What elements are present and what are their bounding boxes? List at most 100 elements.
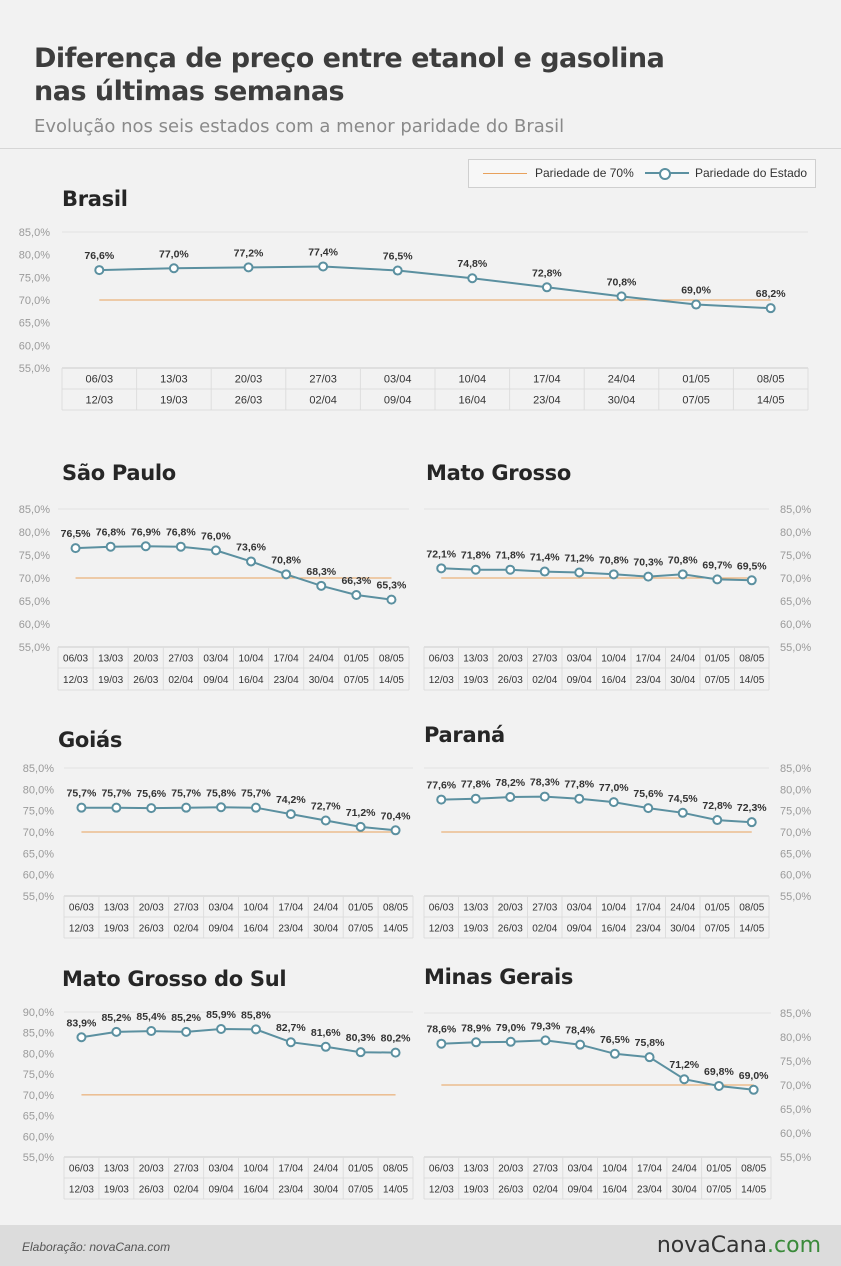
mato-grosso-data-label: 70,8% [599,554,629,566]
mato-grosso-do-sul-data-label: 85,4% [136,1011,166,1023]
mato-grosso-category-start-label: 10/04 [601,654,626,665]
mato-grosso-do-sul-point [216,1023,227,1034]
sao-paulo-ytick: 55,0% [19,642,50,654]
parana-point [436,794,447,805]
minas-gerais-category-start-label: 27/03 [533,1164,558,1175]
mato-grosso-do-sul-category-end-label: 16/04 [243,1185,268,1196]
mato-grosso-do-sul-data-label: 80,2% [381,1033,411,1045]
brasil-point [467,273,478,284]
mato-grosso-do-sul-category-start-label: 20/03 [139,1164,164,1175]
brasil-category-end-label: 07/05 [682,395,710,407]
mato-grosso-data-label: 70,3% [633,557,663,569]
goias-point [390,825,401,836]
minas-gerais-category-start-label: 03/04 [568,1164,593,1175]
minas-gerais-ytick: 55,0% [780,1152,811,1164]
minas-gerais-category-start-label: 13/03 [464,1164,489,1175]
minas-gerais-ytick: 75,0% [780,1056,811,1068]
brasil-category-start-label: 20/03 [235,374,263,386]
sao-paulo-ytick: 75,0% [19,550,50,562]
sao-paulo-category-start-label: 06/03 [63,654,88,665]
brasil-data-label: 76,6% [84,250,114,262]
minas-gerais-point [713,1080,724,1091]
mato-grosso-do-sul-category-start-label: 17/04 [278,1164,303,1175]
legend-state-marker [659,168,671,180]
minas-gerais-point [540,1035,551,1046]
minas-gerais-category-start-label: 24/04 [672,1164,697,1175]
brasil-category-end-label: 09/04 [384,395,412,407]
sao-paulo-point [281,569,292,580]
sao-paulo-category-end-label: 23/04 [274,675,299,686]
goias-point [285,809,296,820]
minas-gerais-category-end-label: 19/03 [464,1185,489,1196]
goias-category-end-label: 14/05 [383,924,408,935]
goias-category-start-label: 01/05 [348,903,373,914]
mato-grosso-point [746,575,757,586]
goias-category-start-label: 20/03 [139,903,164,914]
sao-paulo-category-end-label: 14/05 [379,675,404,686]
brasil-data-label: 72,8% [532,267,562,279]
brasil-ytick: 75,0% [19,272,50,284]
mato-grosso-data-label: 69,5% [737,560,767,572]
sao-paulo-category-end-label: 07/05 [344,675,369,686]
sao-paulo-category-start-label: 01/05 [344,654,369,665]
mato-grosso-data-label: 71,2% [564,552,594,564]
charts-canvas: 85,0% 80,0% 75,0% 70,0% 65,0% 60,0% 55,0% 06/03… [19,227,811,1200]
sao-paulo-category-end-label: 09/04 [203,675,228,686]
sao-paulo-category-start-label: 17/04 [274,654,299,665]
chart-title-brasil: Brasil [62,187,128,211]
brasil-point [541,282,552,293]
parana-ytick: 85,0% [780,763,811,775]
sao-paulo-data-label: 68,3% [306,566,336,578]
goias-point [250,802,261,813]
mato-grosso-ytick: 85,0% [780,504,811,516]
mato-grosso-data-label: 71,8% [495,550,525,562]
brasil-category-end-label: 16/04 [459,395,487,407]
minas-gerais-category-end-label: 02/04 [533,1185,558,1196]
mato-grosso-do-sul-point [181,1026,192,1037]
mato-grosso-data-label: 71,8% [461,550,491,562]
sao-paulo-point [351,590,362,601]
mato-grosso-data-label: 72,1% [426,548,456,560]
brasil-data-label: 77,0% [159,248,189,260]
minas-gerais-category-start-label: 10/04 [602,1164,627,1175]
mato-grosso-do-sul-data-label: 80,3% [346,1032,376,1044]
mato-grosso-do-sul-data-label: 85,2% [171,1012,201,1024]
minas-gerais-ytick: 80,0% [780,1032,811,1044]
mato-grosso-data-label: 69,7% [702,559,732,571]
mato-grosso-category-start-label: 06/03 [429,654,454,665]
goias-data-label: 75,7% [171,788,201,800]
goias-category-start-label: 17/04 [278,903,303,914]
mato-grosso-do-sul-ytick: 60,0% [23,1131,54,1143]
mato-grosso-do-sul-point [250,1024,261,1035]
mato-grosso-category-end-label: 30/04 [670,675,695,686]
sao-paulo-point [105,541,116,552]
mato-grosso-do-sul-data-label: 85,8% [241,1009,271,1021]
mato-grosso-do-sul-ytick: 75,0% [23,1069,54,1081]
sao-paulo-ytick: 80,0% [19,527,50,539]
mato-grosso-data-label: 71,4% [530,552,560,564]
parana-ytick: 65,0% [780,848,811,860]
brasil-data-label: 70,8% [607,276,637,288]
parana-category-start-label: 13/03 [463,903,488,914]
mato-grosso-do-sul-category-end-label: 23/04 [278,1185,303,1196]
goias-category-start-label: 03/04 [209,903,234,914]
sao-paulo-point [386,594,397,605]
mato-grosso-do-sul-data-label: 85,9% [206,1009,236,1021]
sao-paulo-category-end-label: 19/03 [98,675,123,686]
mato-grosso-point [677,569,688,580]
parana-point [677,807,688,818]
mato-grosso-ytick: 60,0% [780,619,811,631]
goias-ytick: 65,0% [23,848,54,860]
mato-grosso-do-sul-category-end-label: 09/04 [209,1185,234,1196]
sao-paulo-point [70,543,81,554]
sao-paulo-data-label: 76,0% [201,530,231,542]
parana-ytick: 80,0% [780,784,811,796]
sao-paulo-point [175,541,186,552]
minas-gerais-ytick: 70,0% [780,1080,811,1092]
brasil-point [616,291,627,302]
brasil-point [94,265,105,276]
minas-gerais-category-end-label: 23/04 [637,1185,662,1196]
mato-grosso-do-sul-category-end-label: 07/05 [348,1185,373,1196]
parana-category-end-label: 23/04 [636,924,661,935]
title-line-2: nas últimas semanas [34,76,345,107]
